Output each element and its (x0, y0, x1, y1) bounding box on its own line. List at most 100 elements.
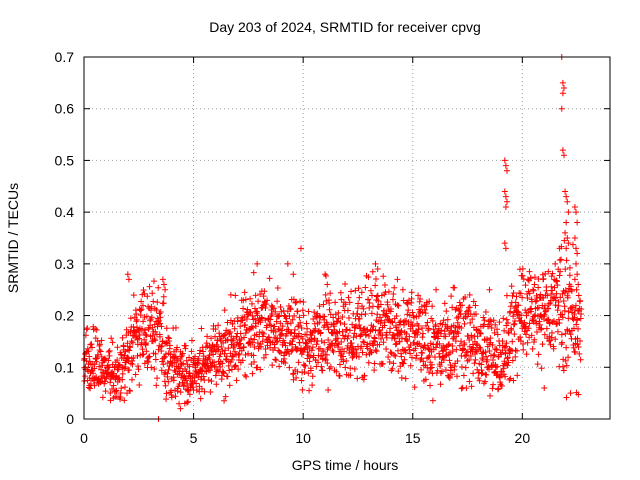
data-point (491, 351, 498, 358)
data-point-outlier (501, 240, 508, 247)
data-point (504, 320, 511, 327)
data-point (251, 358, 258, 365)
y-tick-label: 0.5 (55, 152, 75, 168)
data-point-outlier (567, 390, 574, 397)
data-point (506, 376, 513, 383)
data-point (170, 377, 177, 384)
data-point (231, 325, 238, 332)
data-point (263, 301, 270, 308)
data-point (186, 370, 193, 377)
data-point (192, 353, 199, 360)
data-point (420, 358, 427, 365)
data-point (166, 338, 173, 345)
data-point (508, 327, 515, 334)
data-point (352, 323, 359, 330)
data-point (399, 286, 406, 293)
data-point (463, 349, 470, 356)
data-point (417, 343, 424, 350)
data-point (105, 357, 112, 364)
data-point (91, 382, 98, 389)
data-point (109, 385, 116, 392)
data-point-outlier (254, 260, 261, 267)
data-point (432, 321, 439, 328)
data-point (210, 351, 217, 358)
data-point (370, 342, 377, 349)
data-point (490, 317, 497, 324)
data-point-outlier (502, 245, 509, 252)
data-point (559, 311, 566, 318)
x-axis-ticks: 0 5 10 15 20 (80, 57, 530, 446)
data-point (489, 342, 496, 349)
data-point (242, 351, 249, 358)
data-point (507, 308, 514, 315)
data-point-outlier (565, 209, 572, 216)
data-point (266, 321, 273, 328)
data-point (441, 300, 448, 307)
data-point (332, 299, 339, 306)
data-point (240, 297, 247, 304)
data-point (403, 336, 410, 343)
x-axis-label: GPS time / hours (292, 457, 399, 473)
x-tick-label: 10 (295, 430, 311, 446)
data-point (215, 322, 222, 329)
data-point (417, 295, 424, 302)
data-point (454, 373, 461, 380)
data-point (223, 353, 230, 360)
data-point (364, 326, 371, 333)
data-point (149, 290, 156, 297)
data-point (577, 297, 584, 304)
data-point (503, 340, 510, 347)
data-point (381, 281, 388, 288)
data-point (513, 347, 520, 354)
data-point (413, 355, 420, 362)
data-point (140, 351, 147, 358)
data-point (186, 391, 193, 398)
data-point (98, 337, 105, 344)
data-point (242, 296, 249, 303)
data-point (241, 334, 248, 341)
data-point-outlier (372, 260, 379, 267)
data-point (148, 303, 155, 310)
y-tick-label: 0.7 (55, 49, 75, 65)
data-point (343, 326, 350, 333)
data-point (224, 336, 231, 343)
data-point (526, 268, 533, 275)
data-point (180, 360, 187, 367)
data-point (320, 348, 327, 355)
data-point (198, 325, 205, 332)
data-point (551, 284, 558, 291)
data-point (188, 348, 195, 355)
data-point (166, 363, 173, 370)
data-point (119, 370, 126, 377)
data-point (487, 392, 494, 399)
data-point (482, 349, 489, 356)
data-point (359, 349, 366, 356)
data-point (494, 331, 501, 338)
data-point (458, 363, 465, 370)
data-point (205, 376, 212, 383)
data-point-outlier (503, 167, 510, 174)
data-point (478, 361, 485, 368)
data-point (549, 270, 556, 277)
data-point (318, 363, 325, 370)
data-point (356, 315, 363, 322)
data-point (345, 332, 352, 339)
data-point (568, 286, 575, 293)
data-point (554, 282, 561, 289)
data-point (438, 327, 445, 334)
data-point (130, 323, 137, 330)
data-point (210, 322, 217, 329)
data-point (148, 314, 155, 321)
data-point (185, 398, 192, 405)
data-point-outlier (571, 235, 578, 241)
data-point (337, 289, 344, 296)
data-point (119, 376, 126, 383)
data-point (460, 346, 467, 353)
data-point (575, 344, 582, 351)
data-point (179, 350, 186, 357)
data-point (556, 257, 563, 264)
data-point (216, 353, 223, 360)
data-point (552, 336, 559, 343)
data-point (535, 284, 542, 291)
data-point (215, 346, 222, 353)
